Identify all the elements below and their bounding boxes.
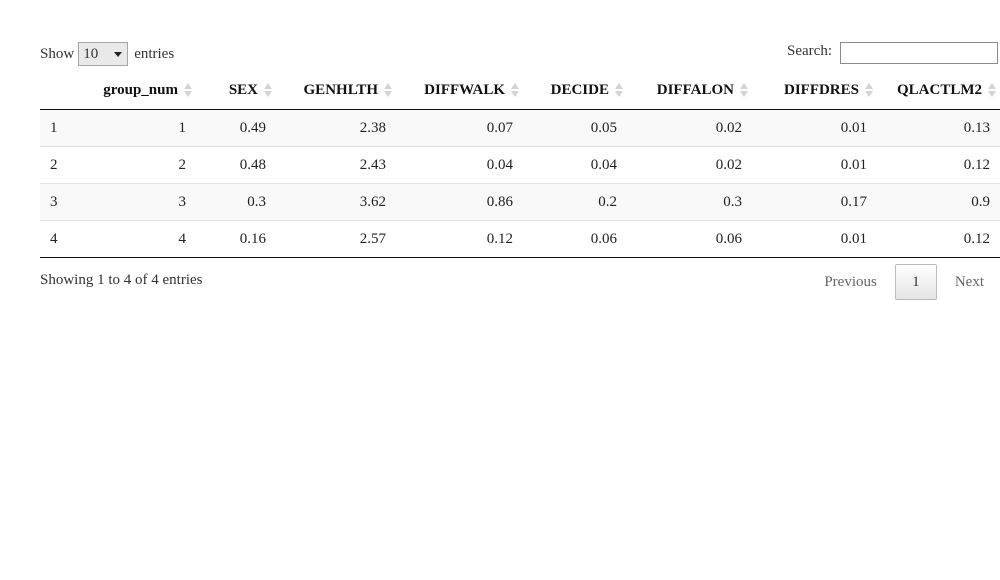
column-header-label: GENHLTH <box>303 81 378 98</box>
table-cell: 0.13 <box>877 109 1000 147</box>
table-cell: 1 <box>40 109 92 147</box>
search-label: Search: <box>787 42 832 59</box>
sort-icon <box>988 83 996 99</box>
column-header-label: DIFFWALK <box>424 81 505 98</box>
sort-icon <box>740 83 748 99</box>
page-length-control: Show 10 entries <box>40 42 174 66</box>
show-label: Show <box>40 45 75 62</box>
search-input[interactable] <box>840 42 998 64</box>
table-cell: 3 <box>92 183 196 221</box>
table-controls: Show 10 entries Search: <box>40 42 1000 68</box>
table-cell: 3.62 <box>276 183 396 221</box>
table-cell: 0.12 <box>877 220 1000 258</box>
table-cell: 0.12 <box>396 220 523 258</box>
column-header-label: DIFFDRES <box>783 81 859 98</box>
column-header-genhlth[interactable]: GENHLTH <box>276 71 396 110</box>
page-button-current[interactable]: 1 <box>894 264 937 300</box>
column-header-sex[interactable]: SEX <box>196 71 276 110</box>
table-cell: 0.3 <box>627 183 752 221</box>
table-cell: 2 <box>40 146 92 184</box>
table-cell: 0.17 <box>752 183 877 221</box>
table-cell: 0.02 <box>627 109 752 147</box>
sort-icon <box>865 83 873 99</box>
column-header-decide[interactable]: DECIDE <box>523 71 627 110</box>
table-cell: 2.43 <box>276 146 396 184</box>
table-header-row: group_num SEX GENHLTH DIFFWALK DECIDE DI… <box>40 71 1000 110</box>
table-cell: 4 <box>40 220 92 258</box>
entries-label: entries <box>134 45 175 62</box>
page-length-select[interactable]: 10 <box>78 42 129 66</box>
sort-icon <box>511 83 519 99</box>
table-cell: 0.07 <box>396 109 523 147</box>
table-cell: 0.02 <box>627 146 752 184</box>
table-cell: 2 <box>92 146 196 184</box>
table-cell: 0.16 <box>196 220 276 258</box>
column-header-diffalon[interactable]: DIFFALON <box>627 71 752 110</box>
table-cell: 0.49 <box>196 109 276 147</box>
table-info: Showing 1 to 4 of 4 entries <box>40 272 203 288</box>
table-cell: 0.01 <box>752 220 877 258</box>
table-cell: 2.57 <box>276 220 396 258</box>
table-cell: 0.48 <box>196 146 276 184</box>
table-row: 4 4 0.16 2.57 0.12 0.06 0.06 0.01 0.12 <box>40 220 1000 258</box>
column-header-label: QLACTLM2 <box>896 81 982 98</box>
sort-icon <box>615 83 623 99</box>
table-cell: 0.9 <box>877 183 1000 221</box>
search-control: Search: <box>787 42 998 64</box>
sort-icon <box>184 83 192 99</box>
sort-icon <box>264 83 272 99</box>
column-header-diffwalk[interactable]: DIFFWALK <box>396 71 523 110</box>
table-row: 3 3 0.3 3.62 0.86 0.2 0.3 0.17 0.9 <box>40 183 1000 221</box>
table-row: 1 1 0.49 2.38 0.07 0.05 0.02 0.01 0.13 <box>40 109 1000 147</box>
column-header-label: group_num <box>103 81 178 98</box>
previous-button[interactable]: Previous <box>824 273 877 290</box>
column-header-label: SEX <box>228 81 258 98</box>
table-cell: 0.2 <box>523 183 627 221</box>
next-button[interactable]: Next <box>954 273 984 290</box>
column-header-label: DIFFALON <box>656 81 734 98</box>
table-cell: 0.06 <box>627 220 752 258</box>
sort-icon <box>384 83 392 99</box>
table-cell: 1 <box>92 109 196 147</box>
table-row: 2 2 0.48 2.43 0.04 0.04 0.02 0.01 0.12 <box>40 146 1000 184</box>
table-cell: 3 <box>40 183 92 221</box>
column-header-qlactlm2[interactable]: QLACTLM2 <box>877 71 1000 110</box>
page-length-value: 10 <box>83 46 99 62</box>
table-cell: 2.38 <box>276 109 396 147</box>
table-cell: 0.12 <box>877 146 1000 184</box>
chevron-down-icon <box>114 52 123 57</box>
column-header-group-num[interactable]: group_num <box>92 71 196 110</box>
table-cell: 0.04 <box>396 146 523 184</box>
table-cell: 0.04 <box>523 146 627 184</box>
table-cell: 4 <box>92 220 196 258</box>
table-cell: 0.3 <box>196 183 276 221</box>
data-table: group_num SEX GENHLTH DIFFWALK DECIDE DI… <box>40 71 1000 258</box>
pagination: Previous 1 Next <box>806 264 1000 300</box>
table-cell: 0.06 <box>523 220 627 258</box>
column-header-index <box>40 71 92 110</box>
table-cell: 0.01 <box>752 146 877 184</box>
table-cell: 0.01 <box>752 109 877 147</box>
column-header-diffdres[interactable]: DIFFDRES <box>752 71 877 110</box>
table-cell: 0.86 <box>396 183 523 221</box>
column-header-label: DECIDE <box>550 81 609 98</box>
table-cell: 0.05 <box>523 109 627 147</box>
